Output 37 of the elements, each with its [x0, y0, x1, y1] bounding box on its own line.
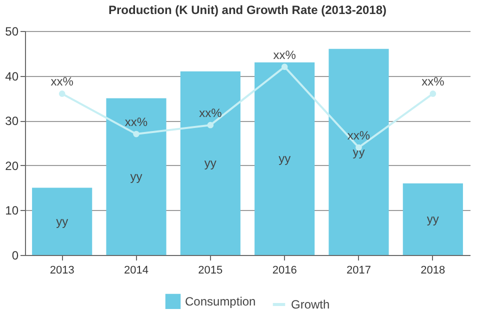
bar — [32, 188, 92, 255]
x-tick-label: 2017 — [346, 264, 371, 276]
point — [430, 90, 436, 97]
y-tick-label: 20 — [5, 158, 19, 173]
data-label: yy — [130, 170, 142, 184]
data-label: yy — [278, 152, 291, 166]
y-tick-label: 10 — [5, 204, 19, 218]
data-label: xx% — [347, 128, 370, 142]
data-label: xx% — [50, 74, 74, 89]
legend-label: Growth — [291, 298, 330, 312]
data-label: xx% — [199, 106, 222, 120]
point — [281, 64, 288, 70]
point — [133, 130, 140, 138]
bar — [402, 183, 463, 255]
legend-label: Consumption — [185, 294, 256, 308]
x-tick-label: 2018 — [420, 264, 446, 276]
x-tick-label: 2015 — [198, 264, 223, 276]
y-tick-label: 50 — [5, 24, 19, 38]
data-label: xx% — [273, 48, 296, 62]
bar — [328, 48, 389, 255]
chart-title: Production (K Unit) and Growth Rate (2013-2018) — [108, 3, 387, 17]
x-tick-label: 2016 — [272, 264, 297, 276]
bar — [180, 71, 240, 255]
x-tick-label: 2013 — [50, 264, 74, 276]
bar — [254, 62, 315, 255]
point — [207, 122, 214, 128]
data-label: yy — [426, 212, 439, 226]
y-tick-label: 40 — [5, 69, 19, 84]
data-label: xx% — [422, 74, 445, 89]
data-label: yy — [204, 156, 216, 170]
y-tick-label: 30 — [5, 114, 19, 128]
x-tick-label: 2014 — [124, 264, 148, 276]
bar — [106, 98, 166, 255]
y-tick-label: 0 — [12, 248, 19, 262]
data-label: yy — [56, 214, 68, 228]
data-label: xx% — [124, 115, 148, 130]
point — [58, 90, 66, 97]
